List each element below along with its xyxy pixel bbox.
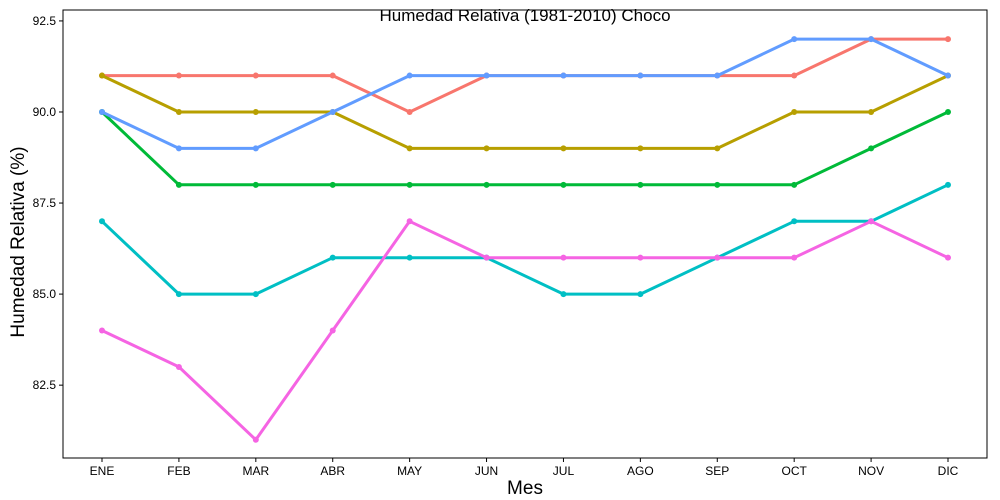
series-line-2 (100, 74, 950, 150)
data-point (406, 181, 413, 188)
data-point (868, 145, 875, 152)
x-tick-label: ENE (90, 464, 115, 478)
data-point (406, 254, 413, 261)
data-point (406, 72, 413, 79)
data-point (791, 36, 798, 43)
data-point (637, 254, 644, 261)
data-point (252, 291, 259, 298)
y-tick-label: 85.0 (33, 287, 57, 301)
y-tick-label: 82.5 (33, 378, 57, 392)
series-line-3 (100, 110, 950, 187)
x-axis-label: Mes (507, 478, 543, 499)
x-tick-label: SEP (705, 464, 729, 478)
data-point (945, 108, 951, 115)
data-point (714, 181, 721, 188)
data-point (560, 291, 567, 298)
data-point (406, 145, 413, 152)
data-point (868, 108, 875, 115)
x-tick-label: JUL (553, 464, 575, 478)
data-point (252, 108, 259, 115)
data-point (329, 254, 336, 261)
data-point (714, 254, 721, 261)
data-point (714, 72, 721, 79)
data-point (483, 254, 490, 261)
data-point (637, 181, 644, 188)
data-point (406, 218, 413, 225)
data-point (560, 254, 567, 261)
data-point (175, 181, 182, 188)
plot-border (62, 9, 988, 459)
series-line-6 (100, 219, 950, 442)
data-point (252, 436, 259, 443)
data-point (99, 327, 105, 334)
data-point (637, 72, 644, 79)
data-point (175, 145, 182, 152)
data-point (791, 72, 798, 79)
series-line-5 (100, 37, 950, 150)
x-tick-label: OCT (782, 464, 808, 478)
data-point (868, 36, 875, 43)
data-point (945, 181, 951, 188)
x-tick-label: DIC (938, 464, 959, 478)
x-tick-label: MAY (397, 464, 422, 478)
data-point (483, 181, 490, 188)
data-point (99, 72, 105, 79)
data-point (99, 108, 105, 115)
x-tick-label: MAR (242, 464, 269, 478)
data-point (483, 145, 490, 152)
data-point (945, 36, 951, 43)
data-point (868, 218, 875, 225)
data-point (329, 72, 336, 79)
chart-title: Humedad Relativa (1981-2010) Choco (379, 6, 670, 25)
y-axis-label: Humedad Relativa (%) (8, 146, 29, 337)
data-point (637, 291, 644, 298)
data-point (791, 108, 798, 115)
data-point (175, 108, 182, 115)
data-point (329, 181, 336, 188)
data-point (945, 72, 951, 79)
data-point (252, 145, 259, 152)
data-point (175, 363, 182, 370)
y-tick-label: 90.0 (33, 105, 57, 119)
x-tick-label: JUN (475, 464, 498, 478)
data-point (175, 72, 182, 79)
data-point (483, 72, 490, 79)
data-point (791, 254, 798, 261)
plot-area: 82.5 85.0 87.5 90.0 92.5 ENE FEB MAR ABR MAY JUN JU… (33, 9, 988, 478)
data-point (560, 181, 567, 188)
data-point (406, 108, 413, 115)
data-point (175, 291, 182, 298)
y-tick-label: 92.5 (33, 14, 57, 28)
data-point (560, 72, 567, 79)
x-tick-label: ABR (320, 464, 345, 478)
x-tick-label: FEB (167, 464, 190, 478)
data-point (252, 181, 259, 188)
data-point (945, 254, 951, 261)
data-point (714, 145, 721, 152)
y-tick-label: 87.5 (33, 196, 57, 210)
data-point (791, 181, 798, 188)
x-tick-label: NOV (858, 464, 884, 478)
data-point (560, 145, 567, 152)
data-point (252, 72, 259, 79)
data-point (329, 327, 336, 334)
data-point (791, 218, 798, 225)
x-tick-label: AGO (627, 464, 654, 478)
data-point (329, 108, 336, 115)
series-line-4 (100, 183, 950, 296)
data-point (99, 218, 105, 225)
data-point (637, 145, 644, 152)
